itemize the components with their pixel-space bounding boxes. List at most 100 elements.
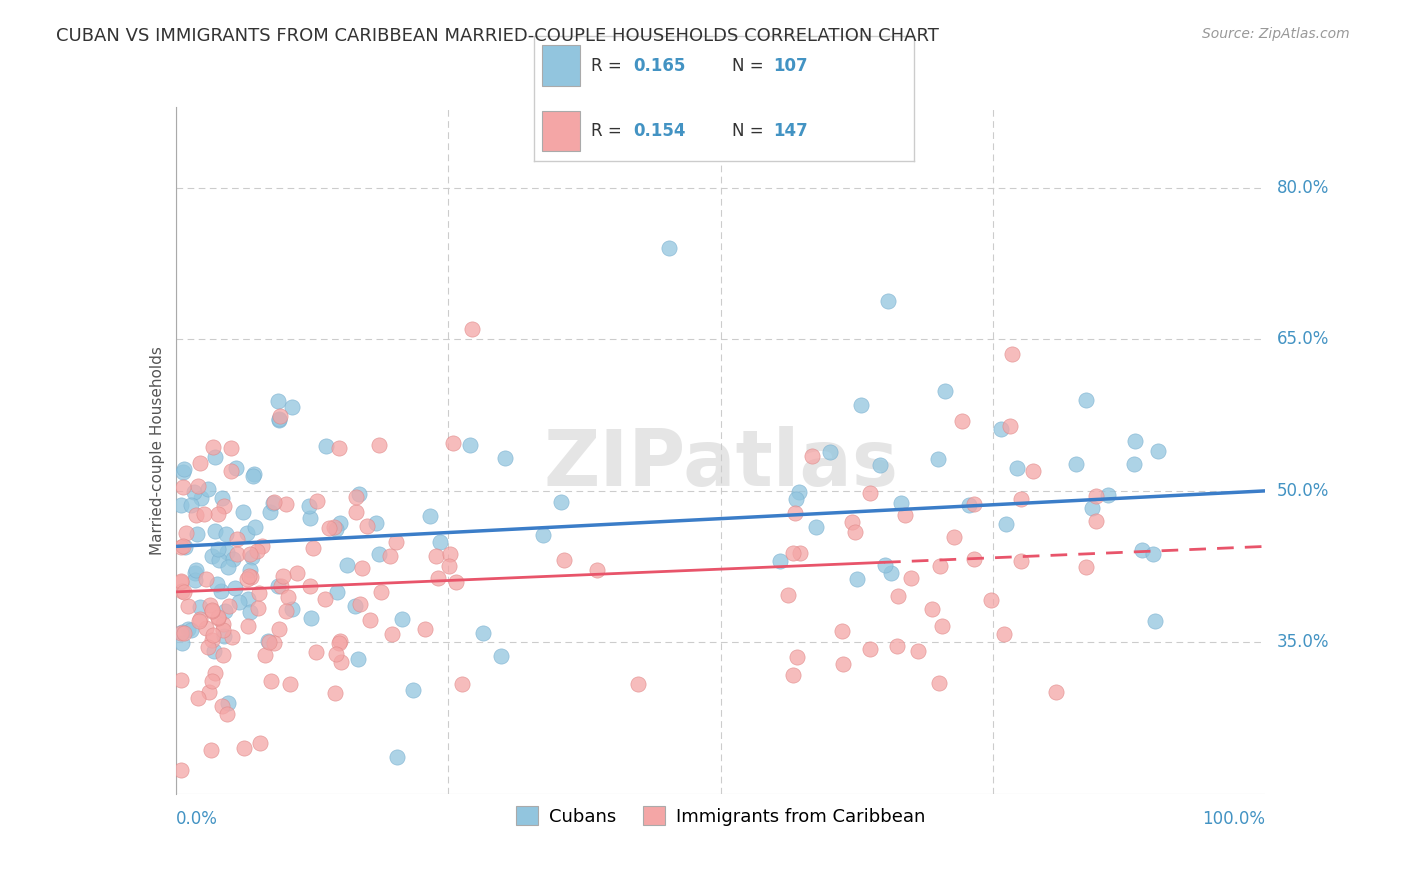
Point (349, 597, 371, 611)
Point (329, 655, 352, 669)
Point (236, 525, 259, 540)
Point (887, 589, 910, 603)
Point (441, 436, 464, 450)
Point (439, 547, 461, 561)
Point (226, 547, 249, 561)
Point (242, 468, 264, 483)
Point (252, 539, 274, 553)
Point (877, 293, 900, 308)
Point (315, 439, 337, 453)
Point (201, 603, 224, 617)
Point (963, 552, 986, 566)
Point (266, 579, 288, 593)
Point (212, 616, 235, 631)
Point (952, 414, 974, 428)
Point (246, 544, 269, 558)
Point (188, 600, 211, 615)
Point (281, 401, 304, 415)
Point (769, 554, 792, 568)
Point (785, 491, 807, 506)
Point (197, 685, 219, 699)
Point (271, 568, 294, 582)
Y-axis label: Married-couple Households: Married-couple Households (149, 346, 165, 555)
Point (381, 627, 404, 641)
Point (208, 552, 231, 566)
Point (259, 505, 281, 519)
Point (1000, 418, 1022, 433)
Point (367, 547, 389, 561)
Point (890, 496, 912, 510)
Point (859, 485, 882, 500)
Point (957, 498, 980, 512)
Point (450, 677, 472, 691)
Point (225, 461, 247, 475)
Point (658, 242, 681, 256)
Point (787, 485, 810, 500)
Text: 0.0%: 0.0% (176, 811, 218, 829)
Point (778, 588, 800, 602)
Point (221, 630, 243, 644)
Point (274, 604, 297, 618)
Point (927, 452, 949, 467)
Point (236, 619, 259, 633)
Point (1074, 393, 1097, 408)
Point (298, 499, 321, 513)
Point (172, 539, 194, 553)
Point (586, 563, 609, 577)
Point (328, 441, 350, 455)
Text: 0.165: 0.165 (633, 57, 685, 75)
Point (929, 558, 952, 573)
Point (1144, 614, 1167, 628)
Point (201, 632, 224, 647)
Point (232, 740, 254, 755)
Point (841, 516, 863, 530)
Point (344, 599, 367, 614)
Point (851, 397, 873, 411)
Point (247, 601, 270, 615)
Point (425, 549, 447, 563)
Point (439, 559, 461, 574)
Point (278, 677, 301, 691)
Point (226, 533, 249, 547)
Point (184, 566, 207, 581)
Point (188, 614, 211, 628)
Point (356, 518, 378, 533)
Point (307, 493, 329, 508)
Point (270, 579, 292, 593)
Point (235, 572, 257, 586)
Point (212, 648, 235, 662)
Point (170, 574, 193, 588)
Point (222, 552, 245, 566)
Point (201, 605, 224, 619)
Point (298, 579, 321, 593)
Point (907, 644, 929, 658)
Point (202, 644, 225, 658)
Point (170, 498, 193, 512)
Point (931, 619, 953, 633)
Point (832, 657, 855, 671)
Point (627, 677, 650, 691)
Point (419, 508, 441, 523)
Point (471, 626, 494, 640)
Point (239, 605, 262, 619)
Point (197, 482, 219, 496)
FancyBboxPatch shape (541, 45, 579, 86)
Legend: Cubans, Immigrants from Caribbean: Cubans, Immigrants from Caribbean (509, 799, 932, 833)
Point (458, 438, 481, 452)
Point (782, 668, 804, 682)
Point (346, 652, 368, 666)
Point (444, 574, 467, 589)
Point (277, 591, 299, 605)
Point (274, 497, 297, 511)
Point (170, 575, 193, 590)
Point (934, 384, 956, 399)
Point (1081, 501, 1104, 516)
Text: R =: R = (591, 121, 627, 139)
Text: 107: 107 (773, 57, 808, 75)
Point (186, 527, 208, 541)
Point (214, 603, 236, 617)
Point (172, 480, 194, 494)
Point (801, 449, 824, 463)
Point (900, 571, 922, 585)
Point (384, 534, 406, 549)
